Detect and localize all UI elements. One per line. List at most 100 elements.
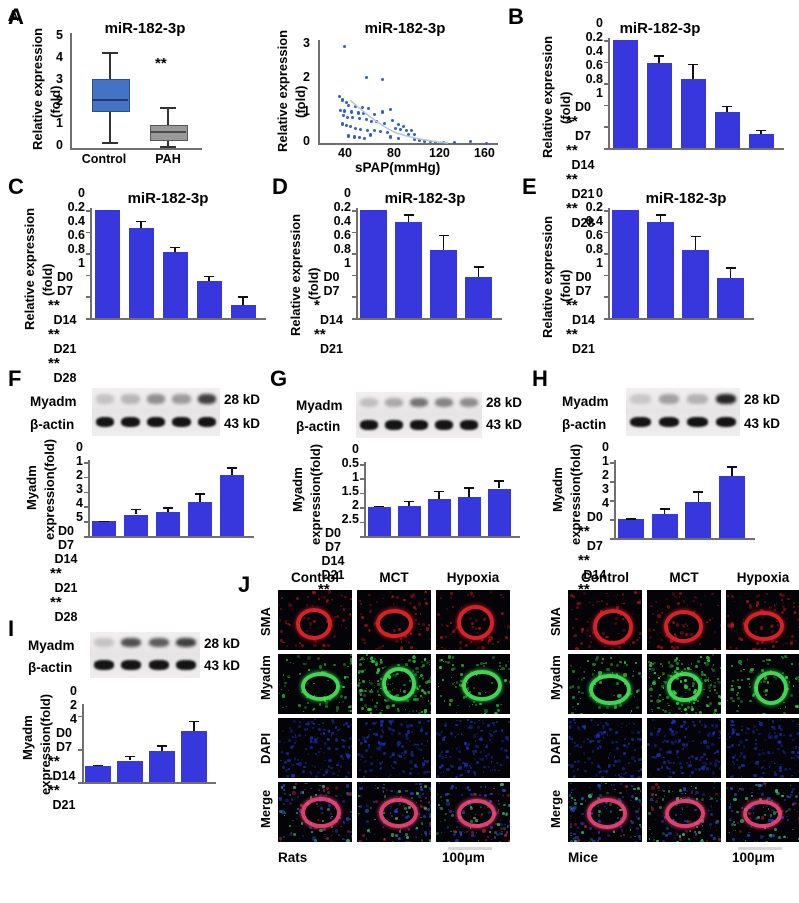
ytick-label: 2.5 xyxy=(341,512,359,526)
panel-d-letter: D xyxy=(272,174,288,199)
speckle xyxy=(335,795,338,798)
bar-D14 xyxy=(156,512,180,536)
speckle xyxy=(441,730,444,733)
speckle xyxy=(287,739,291,743)
speckle xyxy=(364,828,367,830)
speckle xyxy=(774,828,777,832)
ytick-label: 2 xyxy=(602,468,609,482)
speckle xyxy=(446,826,449,829)
speckle xyxy=(304,788,306,791)
speckle xyxy=(453,810,455,812)
speckle xyxy=(324,759,327,762)
speckle xyxy=(324,833,326,835)
speckle xyxy=(426,810,428,812)
speckle xyxy=(380,661,383,664)
speckle xyxy=(767,735,771,740)
speckle xyxy=(613,783,616,786)
xtick-D28: D28 xyxy=(54,610,78,624)
speckle xyxy=(748,603,752,607)
errorbar-cap-D7 xyxy=(136,220,146,223)
panel-j-rats-sma-control xyxy=(278,590,352,650)
speckle xyxy=(739,740,743,744)
speckle xyxy=(473,771,477,775)
scatter-point xyxy=(367,106,371,111)
speckle xyxy=(285,798,289,803)
speckle xyxy=(663,756,665,759)
speckle xyxy=(451,764,455,768)
errorbar-cap-D21 xyxy=(464,487,474,489)
speckle xyxy=(413,742,417,746)
speckle xyxy=(658,789,660,791)
speckle xyxy=(589,792,593,796)
speckle xyxy=(652,613,655,616)
speckle xyxy=(470,833,475,838)
speckle xyxy=(597,765,601,768)
speckle xyxy=(726,624,730,628)
speckle xyxy=(571,594,575,598)
speckle xyxy=(291,763,294,766)
speckle xyxy=(293,741,297,745)
speckle xyxy=(654,818,657,821)
ytick-mark xyxy=(86,274,91,277)
speckle xyxy=(771,720,775,723)
scatter-point xyxy=(344,101,348,105)
scatter-point xyxy=(434,140,438,145)
panel-j-mice-column-header-hypoxia: Hypoxia xyxy=(736,570,790,585)
speckle xyxy=(712,617,714,619)
speckle xyxy=(459,831,463,835)
speckle xyxy=(421,677,425,680)
bar-D7 xyxy=(647,221,674,318)
speckle xyxy=(797,723,799,726)
speckle xyxy=(619,825,622,829)
speckle xyxy=(445,756,447,758)
speckle xyxy=(359,692,363,695)
speckle xyxy=(700,741,703,745)
panel-a-ytick-5: 5 xyxy=(56,28,63,42)
speckle xyxy=(414,613,417,616)
speckle xyxy=(396,744,400,748)
speckle xyxy=(572,627,575,630)
speckle xyxy=(687,838,690,841)
speckle xyxy=(295,596,299,601)
panel-f-myadm-band xyxy=(95,394,114,404)
speckle xyxy=(348,613,352,616)
ytick-label: 0.4 xyxy=(333,214,351,228)
speckle xyxy=(453,667,457,671)
speckle xyxy=(342,800,345,803)
speckle xyxy=(739,751,743,755)
speckle xyxy=(677,796,679,798)
speckle xyxy=(622,744,626,747)
speckle xyxy=(437,613,440,616)
speckle xyxy=(653,671,657,675)
scatter-point xyxy=(348,125,352,129)
panel-b-letter: B xyxy=(508,4,524,29)
errorbar-cap-D14 xyxy=(163,507,173,509)
speckle xyxy=(726,771,729,773)
speckle xyxy=(569,809,572,811)
speckle xyxy=(650,807,655,811)
speckle xyxy=(324,837,326,840)
errorbar-D28 xyxy=(498,480,500,489)
speckle xyxy=(622,772,625,775)
panel-i-myadm-band xyxy=(121,638,142,648)
speckle xyxy=(395,640,399,644)
speckle xyxy=(449,592,453,596)
speckle xyxy=(675,723,677,725)
speckle xyxy=(719,719,721,721)
xtick-D21: D21 xyxy=(321,568,345,582)
significance-D14: ** xyxy=(578,552,590,569)
speckle xyxy=(620,834,623,837)
speckle xyxy=(341,738,344,741)
speckle xyxy=(429,832,431,836)
speckle xyxy=(689,761,692,763)
speckle xyxy=(407,664,408,666)
speckle xyxy=(656,785,660,789)
speckle xyxy=(289,623,292,627)
speckle xyxy=(421,660,424,663)
speckle xyxy=(674,837,677,840)
speckle xyxy=(767,719,770,721)
speckle xyxy=(497,811,500,814)
speckle xyxy=(403,750,408,754)
speckle xyxy=(401,735,403,737)
speckle xyxy=(349,591,351,593)
